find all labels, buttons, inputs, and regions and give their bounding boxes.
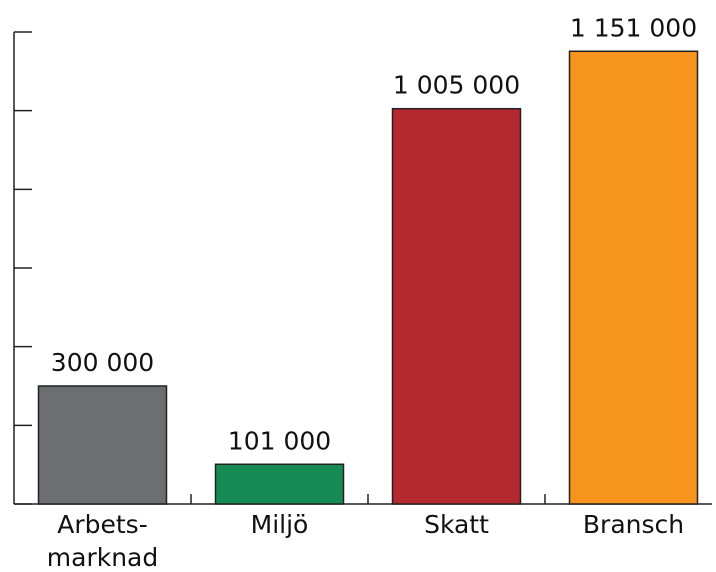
- x-tick-label: Miljö: [251, 510, 309, 539]
- x-tick-label: Bransch: [583, 510, 684, 539]
- value-label: 101 000: [228, 426, 331, 455]
- value-label: 1 005 000: [393, 71, 520, 100]
- x-tick-label: Arbets-marknad: [47, 510, 158, 572]
- bar: [214, 463, 345, 505]
- x-tick-label: Skatt: [424, 510, 489, 539]
- bar: [37, 385, 168, 505]
- value-label: 300 000: [51, 348, 154, 377]
- bar: [568, 50, 699, 505]
- bar: [391, 107, 522, 505]
- value-label: 1 151 000: [570, 13, 697, 42]
